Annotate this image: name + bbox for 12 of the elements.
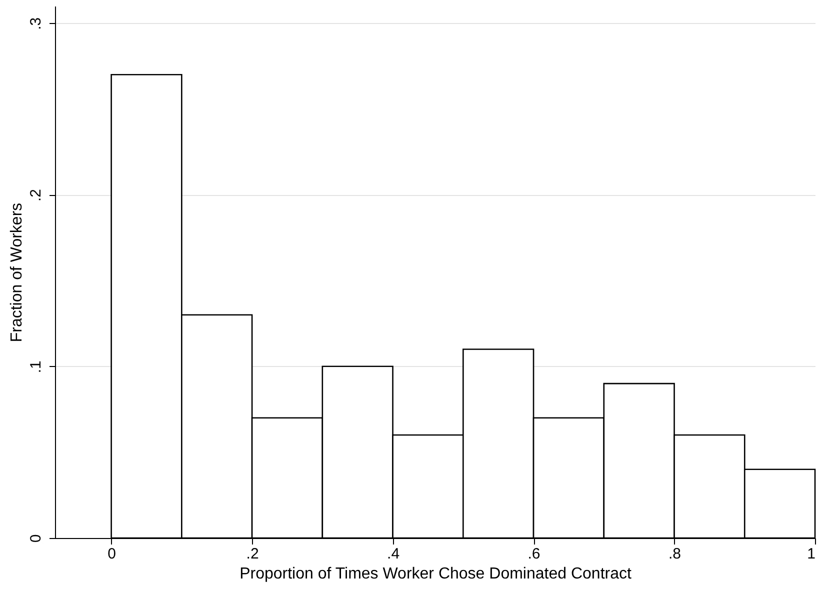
x-tick-label: .2 bbox=[246, 546, 259, 562]
x-axis-title: Proportion of Times Worker Chose Dominated Contract bbox=[240, 566, 632, 582]
x-tick-label: .6 bbox=[528, 546, 540, 562]
y-tick-label: .3 bbox=[28, 17, 44, 30]
x-tick-label: 0 bbox=[108, 546, 116, 562]
y-tick-label: .2 bbox=[28, 189, 44, 202]
y-tick-label: 0 bbox=[28, 534, 44, 543]
y-tick-label: .1 bbox=[28, 360, 44, 374]
y-axis-title: Fraction of Workers bbox=[8, 202, 26, 342]
x-tick-label: .4 bbox=[387, 546, 400, 562]
x-tick-label: .8 bbox=[668, 546, 682, 562]
x-tick-label: 1 bbox=[807, 546, 816, 562]
